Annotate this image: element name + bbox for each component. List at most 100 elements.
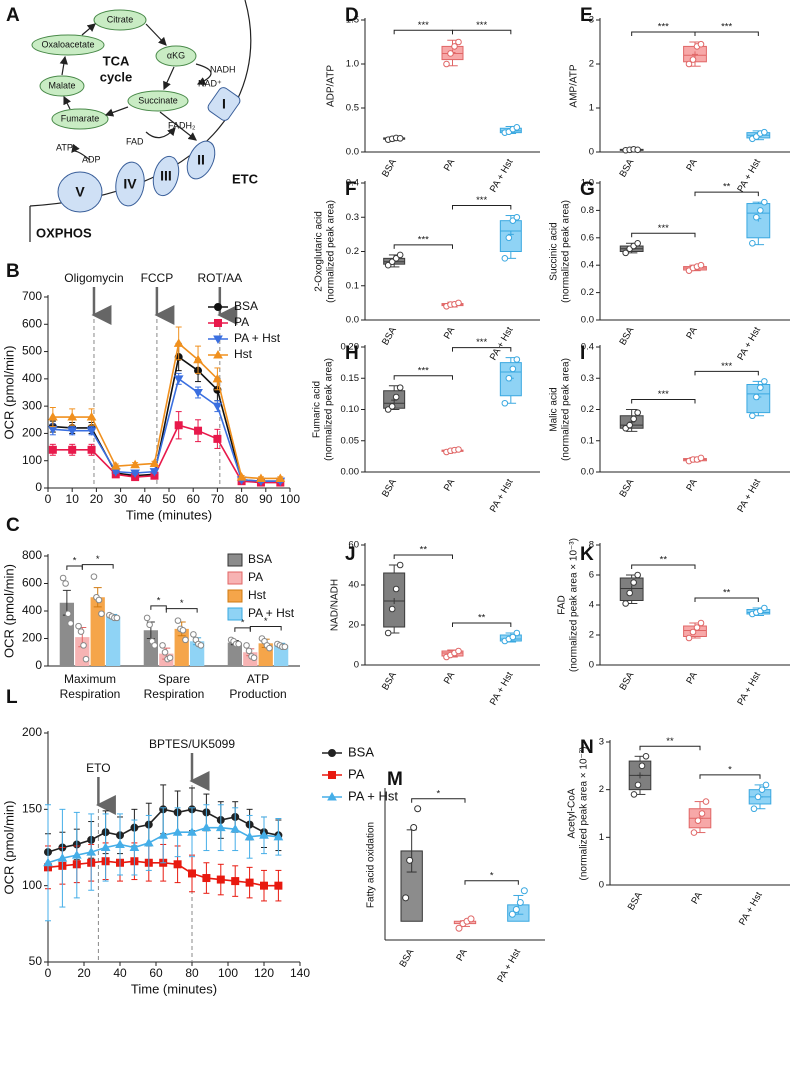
x-tick-label: 60 (187, 492, 201, 506)
x-tick-label: 60 (149, 966, 163, 980)
complexes (57, 87, 241, 213)
significance-label: * (96, 554, 100, 565)
cofactor: NADH (210, 64, 236, 74)
y-tick-label: 0.2 (581, 287, 594, 298)
legend-label: PA + Hst (348, 788, 398, 803)
marker (236, 472, 247, 481)
node (31, 34, 105, 56)
y-tick-label: 0.0 (346, 315, 359, 326)
marker (173, 375, 184, 384)
marker (245, 878, 254, 887)
region-label: OXPHOS (36, 225, 92, 240)
data-point (505, 234, 513, 242)
significance-label: ** (420, 545, 428, 556)
data-point (80, 642, 87, 649)
panel-letter: N (580, 737, 594, 758)
arrow (71, 143, 91, 161)
data-point (455, 647, 462, 655)
marker (173, 338, 184, 347)
cycle-label: cycle (100, 69, 133, 84)
data-point (634, 409, 641, 416)
panel-letter: C (6, 515, 20, 536)
significance-label: *** (418, 234, 429, 245)
series-line (52, 341, 281, 480)
marker (43, 857, 53, 867)
panel-letter: L (6, 687, 18, 708)
data-point (443, 60, 450, 68)
data-point (75, 622, 82, 630)
data-point (410, 824, 418, 831)
series-line (52, 377, 281, 482)
y-tick-label: 0.8 (581, 205, 594, 216)
significance-bracket (66, 565, 83, 570)
metabolite: Succinate (138, 95, 178, 105)
data-point (757, 207, 764, 214)
y-tick-label: 0.2 (581, 404, 594, 415)
significance-label: * (157, 595, 161, 606)
x-tick-label: BSA (380, 157, 399, 180)
data-point (95, 596, 103, 604)
node (39, 75, 85, 97)
y-tick-label: 0.4 (346, 178, 359, 189)
x-tick-label: 20 (77, 966, 91, 980)
data-point (174, 617, 182, 624)
marker (260, 881, 268, 890)
significance-bracket (631, 31, 696, 36)
y-tick-label: 4 (589, 600, 594, 611)
arrow (63, 95, 71, 110)
legend-swatch (227, 607, 243, 621)
y-tick-label: 40 (348, 580, 359, 591)
y-tick-label: 0.4 (581, 342, 594, 353)
data-point (758, 786, 766, 793)
complex-label: I (222, 96, 226, 112)
marker (231, 877, 240, 886)
data-point (702, 798, 710, 805)
legend-label: BSA (234, 299, 258, 313)
marker (213, 434, 222, 443)
data-point (689, 56, 697, 63)
y-tick-label: 20 (348, 620, 359, 631)
cofactor: ADP (82, 154, 101, 164)
data-point (698, 810, 706, 817)
legend-label: Hst (248, 588, 267, 602)
y-tick-label: 400 (22, 603, 42, 617)
x-tick-label: PA (684, 477, 700, 493)
y-tick-label: 2 (589, 630, 594, 641)
event-label: ROT/AA (197, 271, 242, 285)
y-tick-label: 200 (22, 631, 42, 645)
marker (212, 373, 223, 383)
data-point (146, 621, 153, 629)
marker (71, 850, 82, 859)
significance-bracket (694, 370, 759, 376)
y-tick-label: 2 (589, 59, 594, 70)
y-tick-label: 3 (599, 737, 604, 748)
marker (57, 853, 68, 862)
cofactor: FADH₂ (168, 120, 196, 130)
complex-label: V (75, 184, 85, 200)
y-tick-label: 200 (22, 725, 42, 739)
data-point (388, 403, 396, 410)
x-tick-label: PA (684, 325, 700, 341)
panel-letter: A (6, 5, 20, 26)
y-axis-label: AMP/ATP (569, 64, 580, 107)
marker (275, 473, 286, 482)
data-point (455, 38, 462, 46)
y-tick-label: 600 (22, 576, 42, 590)
marker (259, 830, 269, 839)
y-axis-label: Fatty acid oxidation (366, 822, 377, 908)
arrow (159, 111, 197, 141)
data-point (697, 40, 705, 48)
marker (328, 749, 336, 757)
data-point (750, 805, 758, 813)
data-point (447, 50, 454, 57)
node (155, 45, 197, 67)
marker (193, 389, 203, 398)
significance-label: *** (418, 365, 429, 376)
significance-label: ** (660, 555, 668, 566)
data-point (143, 614, 151, 622)
data-point (388, 605, 396, 613)
data-point (59, 574, 67, 582)
marker (173, 860, 182, 869)
legend-swatch (227, 571, 243, 585)
data-point (697, 619, 705, 627)
